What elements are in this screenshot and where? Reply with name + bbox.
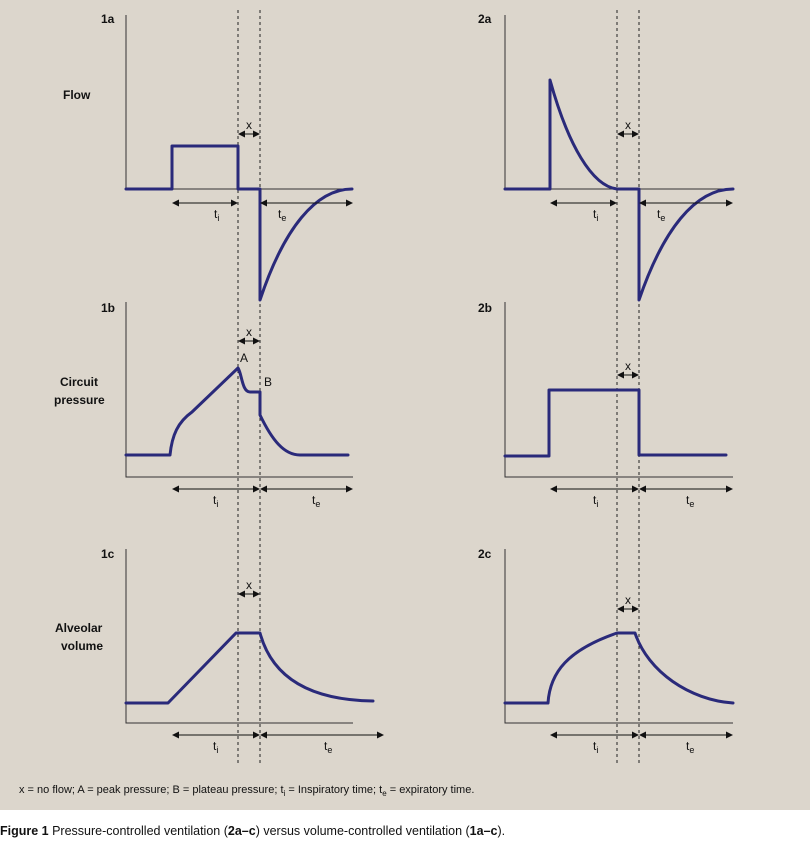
arrow-ti-2b <box>550 485 639 493</box>
arrow-te-2a <box>639 199 733 207</box>
ti-label-1b: ti <box>213 493 218 509</box>
panel-label-1c: 1c <box>101 547 115 561</box>
arrow-x-1b <box>238 337 260 345</box>
te-label-2a: te <box>657 207 665 223</box>
arrow-te-1b <box>260 485 353 493</box>
curve-2c-volume <box>503 631 735 705</box>
legend-text: x = no flow; A = peak pressure; B = plat… <box>19 784 474 798</box>
arrow-x-1c <box>238 590 260 598</box>
caption-range-pressure: 2a–c <box>227 824 256 838</box>
te-label-1a: te <box>278 207 286 223</box>
te-label-1c: te <box>324 739 332 755</box>
x-marker-2c: x <box>625 593 631 607</box>
axis-2b <box>504 302 733 478</box>
arrow-te-2c <box>639 731 733 739</box>
te-label-1b: te <box>312 493 320 509</box>
legend-ti: ti = Inspiratory time; <box>280 784 377 799</box>
arrow-te-1a <box>260 199 353 207</box>
figure-background <box>0 0 810 810</box>
panel-label-1a: 1a <box>101 12 115 26</box>
row-label-volume: volume <box>61 639 103 653</box>
caption-fig-label: Figure 1 <box>0 824 49 838</box>
curve-1c-volume <box>124 631 375 705</box>
caption-range-volume: 1a–c <box>469 824 498 838</box>
figure-caption: Figure 1 Pressure-controlled ventilation… <box>0 824 505 838</box>
arrow-te-1c <box>260 731 384 739</box>
ti-label-1c: ti <box>213 739 218 755</box>
peak-pressure-marker-a: A <box>240 351 248 365</box>
ti-label-1a: ti <box>214 207 219 223</box>
caption-text-3: ). <box>497 824 506 838</box>
panel-label-2a: 2a <box>478 12 492 26</box>
arrow-ti-1a <box>172 199 238 207</box>
ti-label-2b: ti <box>593 493 598 509</box>
x-marker-1c: x <box>246 578 252 592</box>
x-marker-1b: x <box>246 325 252 339</box>
te-label-2c: te <box>686 739 694 755</box>
arrow-ti-2c <box>550 731 639 739</box>
panel-label-1b: 1b <box>101 301 115 315</box>
arrow-x-1a <box>238 130 260 138</box>
plateau-pressure-marker-b: B <box>264 375 272 389</box>
row-label-circuit: Circuit <box>60 375 98 389</box>
curve-1a-flow <box>124 144 354 302</box>
row-label-flow: Flow <box>63 88 91 102</box>
x-marker-2b: x <box>625 359 631 373</box>
panel-label-2b: 2b <box>478 301 492 315</box>
arrow-x-2a <box>617 130 639 138</box>
ti-label-2a: ti <box>593 207 598 223</box>
row-label-pressure: pressure <box>54 393 105 407</box>
arrow-x-2b <box>617 371 639 379</box>
arrow-ti-2a <box>550 199 617 207</box>
arrow-x-2c <box>617 605 639 613</box>
axis-1c <box>125 549 353 724</box>
ti-label-2c: ti <box>593 739 598 755</box>
legend-a: A = peak pressure; <box>77 784 170 796</box>
time-arrows <box>172 130 733 739</box>
arrow-te-2b <box>639 485 733 493</box>
x-marker-1a: x <box>246 118 252 132</box>
arrow-ti-1c <box>172 731 260 739</box>
curve-1b-pressure <box>124 366 350 457</box>
te-label-2b: te <box>686 493 694 509</box>
legend-te: te = expiratory time. <box>379 784 475 799</box>
curve-2b-pressure <box>503 388 728 458</box>
row-label-alveolar: Alveolar <box>55 621 103 635</box>
x-marker-2a: x <box>625 118 631 132</box>
caption-text-2: ) versus volume-controlled ventilation ( <box>255 824 470 838</box>
legend-b: B = plateau pressure; <box>172 784 278 796</box>
panel-label-2c: 2c <box>478 547 492 561</box>
caption-text-1: Pressure-controlled ventilation ( <box>48 824 228 838</box>
legend-x: x = no flow; <box>19 784 75 796</box>
axis-1b <box>125 302 353 478</box>
axis-2c <box>504 549 733 724</box>
arrow-ti-1b <box>172 485 260 493</box>
